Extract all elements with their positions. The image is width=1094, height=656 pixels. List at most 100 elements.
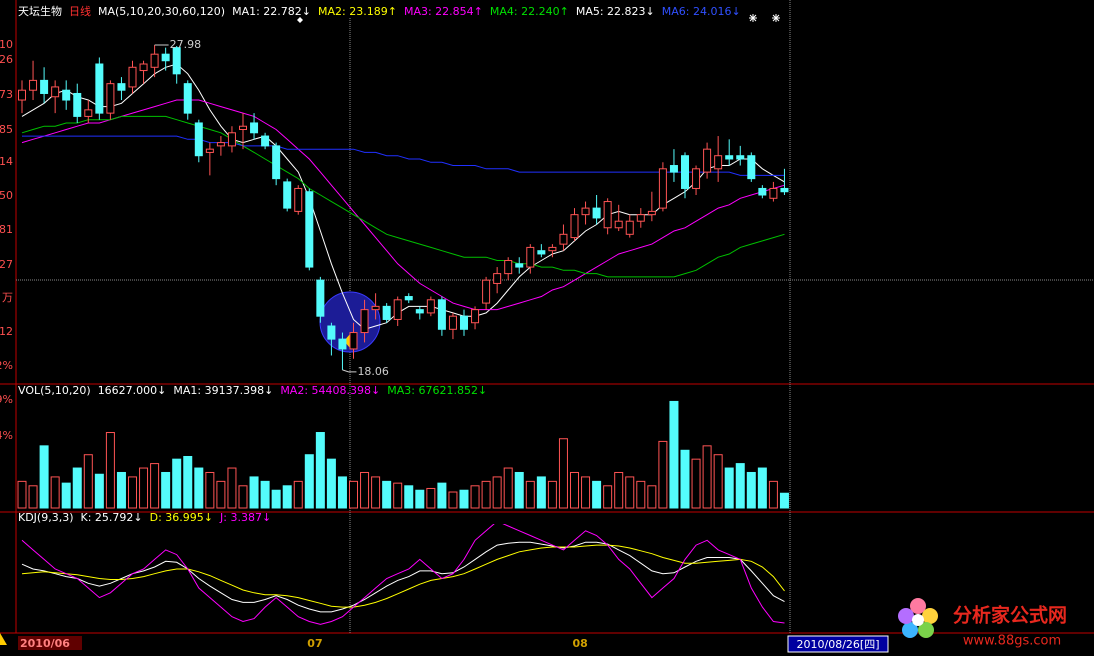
- indicator-line: [21, 115, 785, 278]
- stock-name: 天坛生物: [18, 4, 62, 18]
- cursor-date: 2010/08/26[四]: [797, 638, 880, 651]
- volume-bar: [492, 476, 502, 509]
- indicator-line: [21, 544, 785, 608]
- candle-body: [95, 63, 104, 114]
- date-box: [18, 636, 82, 650]
- candle-body: [194, 122, 203, 157]
- candle-body: [117, 83, 126, 91]
- legend-entry: MA6: 24.016↓: [662, 5, 741, 18]
- legend-entry: MA1: 39137.398↓: [173, 384, 273, 397]
- candle-body: [537, 250, 546, 255]
- candle-body: [515, 263, 524, 268]
- y-axis-label-fragment: 85: [0, 123, 13, 136]
- volume-bar: [315, 432, 325, 509]
- candle-body: [294, 187, 303, 212]
- y-axis-label-fragment: 81: [0, 223, 13, 236]
- y-axis-label-fragment: 14: [0, 155, 13, 168]
- volume-bar: [437, 482, 447, 509]
- volume-bar: [116, 471, 126, 509]
- candle-body: [747, 155, 756, 180]
- volume-bar: [592, 480, 602, 509]
- candle-body: [172, 47, 181, 75]
- candle-body: [139, 63, 148, 72]
- candle-body: [570, 214, 579, 239]
- indicator-line: [21, 541, 785, 613]
- legend-entry: MA5: 22.823↓: [576, 5, 655, 18]
- candle-body: [482, 279, 491, 304]
- volume-bar: [382, 480, 392, 509]
- volume-bar: [647, 485, 657, 509]
- logo-name: 分析家公式网: [953, 604, 1067, 627]
- y-axis-label-fragment: 73: [0, 88, 13, 101]
- legend-entry: MA4: 22.240↑: [490, 5, 569, 18]
- y-axis-label-fragment: 50: [0, 189, 13, 202]
- candle-body: [106, 83, 115, 114]
- candle-body: [404, 296, 413, 301]
- kdj-lines: [21, 524, 785, 625]
- volume-bar: [779, 492, 789, 509]
- candle-body: [62, 89, 71, 101]
- volume-bar: [735, 463, 745, 509]
- volume-bar: [150, 463, 160, 509]
- volume-bar: [448, 491, 458, 509]
- volume-bar: [691, 458, 701, 509]
- candle-body: [636, 214, 645, 222]
- candle-body: [250, 122, 259, 134]
- stars: [749, 14, 780, 22]
- indicator-line: [22, 135, 785, 176]
- y-axis-label-fragment: 12: [0, 325, 13, 338]
- candle-body: [227, 132, 236, 147]
- y-axis-label-fragment: 10: [0, 38, 13, 51]
- panel-title: VOL(5,10,20): [18, 384, 91, 397]
- candle-body: [614, 220, 623, 229]
- indicator-line: [21, 524, 785, 625]
- candle-body: [493, 273, 502, 284]
- candle-body: [758, 187, 767, 196]
- volume-bar: [603, 485, 613, 509]
- marker: [297, 17, 303, 23]
- volume-bar: [481, 480, 491, 509]
- candle-body: [714, 155, 723, 170]
- volume-bar: [371, 476, 381, 509]
- candle-body: [603, 201, 612, 229]
- volume-bar: [282, 485, 292, 509]
- volume-bar: [271, 489, 281, 509]
- candle-body: [526, 246, 535, 268]
- volume-bar: [326, 458, 336, 509]
- candle-body: [216, 142, 225, 147]
- volume-bar: [713, 454, 723, 509]
- candle-body: [692, 168, 701, 189]
- candle-body: [316, 279, 325, 317]
- candle-body: [592, 207, 601, 219]
- candle-body: [272, 145, 281, 180]
- volume-bar: [128, 476, 137, 509]
- volume-bar: [94, 473, 104, 509]
- volume-bar: [525, 480, 535, 509]
- volume-bar: [337, 476, 347, 509]
- annotation-arrow: [342, 369, 357, 373]
- candle-body: [658, 168, 667, 209]
- candle-body: [18, 89, 26, 101]
- panel-title: KDJ(9,3,3): [18, 511, 74, 524]
- volume-bar: [293, 480, 303, 509]
- candle-body: [40, 79, 49, 94]
- volume-bar: [39, 445, 49, 509]
- candle-body: [415, 309, 424, 314]
- volume-bar: [139, 467, 149, 509]
- y-axis-label-fragment: 42%: [0, 359, 13, 372]
- volume-bar: [304, 454, 314, 509]
- volume-bar: [724, 467, 734, 509]
- volume-bar: [172, 458, 182, 509]
- volume-bar: [570, 471, 579, 509]
- candle-body: [559, 233, 568, 245]
- candle-body: [261, 135, 270, 147]
- candle-body: [681, 155, 689, 189]
- volume-bar: [702, 445, 712, 509]
- candle-body: [51, 86, 60, 98]
- candle-body: [437, 299, 446, 330]
- volume-bar: [415, 489, 425, 509]
- volume-bar: [183, 455, 193, 509]
- candle-body: [283, 181, 292, 209]
- ma-params: MA(5,10,20,30,60,120): [98, 5, 225, 18]
